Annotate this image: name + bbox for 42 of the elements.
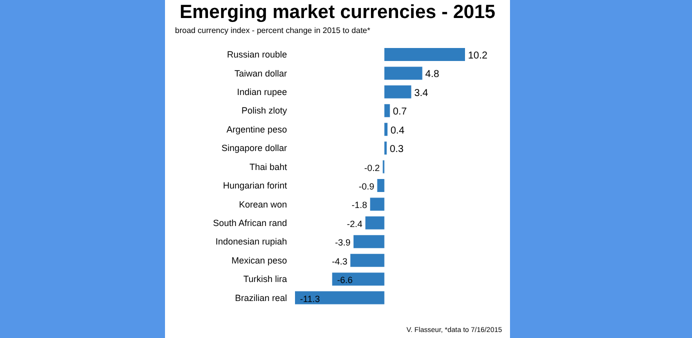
data-label: 10.2: [468, 50, 488, 62]
chart-title: Emerging market currencies - 2015: [178, 2, 496, 24]
chart-subtitle: broad currency index - percent change in 2015 to date*: [175, 26, 372, 35]
y-tick-label: South African rand: [212, 218, 287, 228]
data-label: -0.9: [358, 182, 374, 192]
data-label: 4.8: [425, 69, 440, 80]
y-tick-label: Indian rupee: [236, 86, 287, 97]
y-tick-label: Taiwan dollar: [234, 68, 287, 78]
y-tick-label: Polish zloty: [241, 106, 288, 116]
bar: [370, 198, 384, 211]
y-tick-label: Hungarian forint: [222, 180, 288, 191]
data-label: 0.7: [392, 106, 408, 118]
data-label: -3.9: [334, 238, 351, 248]
bar: [384, 66, 422, 80]
y-tick-label: Turkish lira: [243, 274, 287, 284]
data-label: -4.3: [332, 256, 348, 266]
y-tick-label: Korean won: [238, 199, 287, 210]
bar: [384, 122, 388, 136]
y-tick-label: Argentine peso: [226, 124, 287, 134]
data-label: 0.4: [390, 125, 405, 136]
bar: [295, 291, 384, 304]
y-tick-label: Thai baht: [249, 162, 288, 172]
y-tick-label: Russian rouble: [226, 50, 287, 60]
data-label: -1.8: [352, 200, 368, 210]
bar: [332, 272, 384, 286]
bar: [384, 85, 412, 98]
data-label: -11.3: [300, 294, 320, 304]
bar: [354, 235, 384, 248]
data-label: 0.3: [390, 144, 404, 156]
data-label: -2.4: [346, 218, 362, 229]
bar: [350, 254, 384, 267]
bar: [365, 216, 384, 230]
y-tick-label: Mexican peso: [231, 255, 287, 266]
data-label: -0.2: [364, 162, 380, 173]
bar: [377, 179, 384, 192]
bar: [384, 104, 390, 118]
y-tick-label: Singapore dollar: [221, 143, 287, 154]
bar: [384, 48, 465, 61]
y-tick-label: Brazilian real: [234, 292, 287, 303]
y-tick-label: Indonesian rupiah: [215, 236, 287, 247]
data-label: 3.4: [414, 88, 429, 99]
data-label: -6.6: [337, 275, 353, 286]
